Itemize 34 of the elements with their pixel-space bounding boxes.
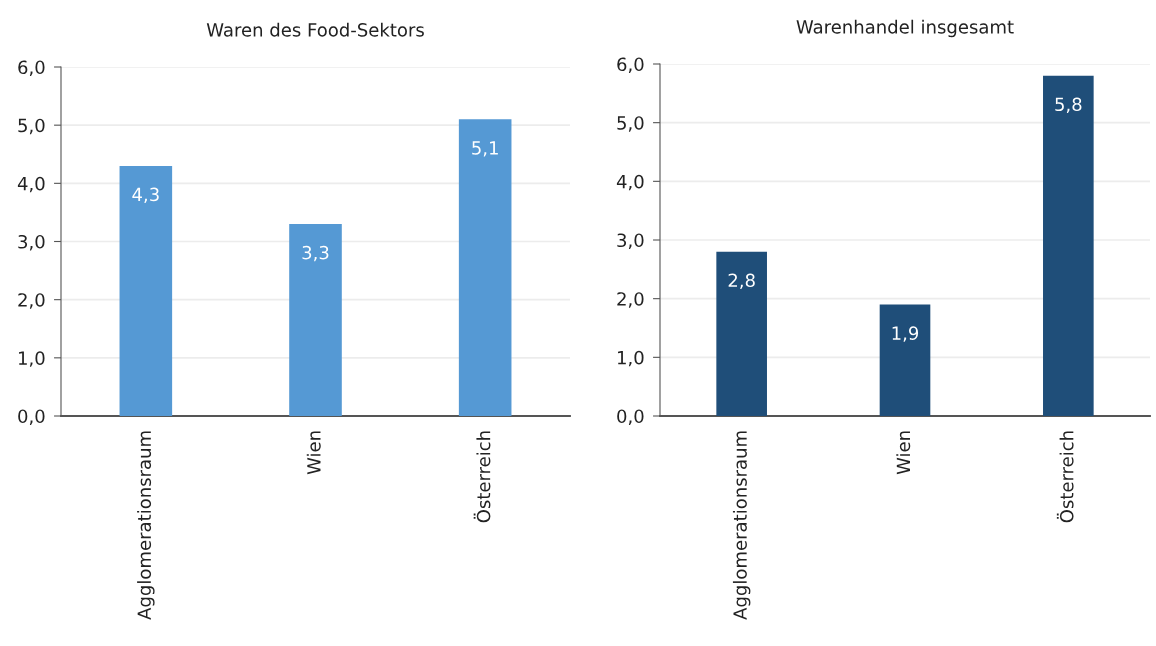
y-tick-label: 4,0 bbox=[17, 176, 45, 193]
y-tick-label: 5,0 bbox=[18, 118, 45, 135]
x-tick-label: Österreich bbox=[473, 431, 491, 523]
x-tick-label: Österreich bbox=[1056, 431, 1074, 523]
y-tick-label: 3,0 bbox=[617, 233, 644, 249]
y-tick-label: 2,0 bbox=[617, 292, 644, 308]
data-label: 5,8 bbox=[1055, 97, 1082, 113]
bar bbox=[119, 165, 173, 416]
bar bbox=[879, 304, 931, 416]
bar bbox=[716, 251, 767, 416]
data-label: 2,8 bbox=[728, 273, 755, 289]
x-tick-label: Agglomerationsraum bbox=[732, 431, 751, 620]
y-tick-label: 6,0 bbox=[18, 60, 45, 76]
bar bbox=[1043, 75, 1094, 416]
data-label: 3,3 bbox=[302, 245, 329, 262]
y-tick-label: 3,0 bbox=[18, 234, 45, 251]
y-tick-label: 2,0 bbox=[18, 293, 45, 309]
y-tick-label: 6,0 bbox=[617, 57, 644, 73]
x-tick-label: Wien bbox=[306, 431, 321, 475]
y-tick-label: 0,0 bbox=[18, 409, 45, 425]
y-tick-label: 1,0 bbox=[18, 351, 45, 367]
x-tick-label: Agglomerationsraum bbox=[137, 431, 155, 620]
chart-title: Warenhandel insgesamt bbox=[796, 19, 1014, 38]
chart-title: Waren des Food-Sektors bbox=[206, 22, 424, 37]
x-tick-label: Wien bbox=[896, 431, 911, 475]
bar bbox=[289, 224, 342, 416]
bar bbox=[458, 119, 512, 416]
y-tick-label: 1,0 bbox=[617, 350, 644, 367]
y-tick-label: 5,0 bbox=[617, 116, 644, 132]
y-tick-label: 4,0 bbox=[616, 174, 644, 191]
data-label: 5,1 bbox=[472, 141, 498, 157]
data-label: 1,9 bbox=[892, 326, 919, 342]
y-tick-label: 0,0 bbox=[617, 409, 644, 425]
data-label: 4,3 bbox=[132, 187, 159, 204]
